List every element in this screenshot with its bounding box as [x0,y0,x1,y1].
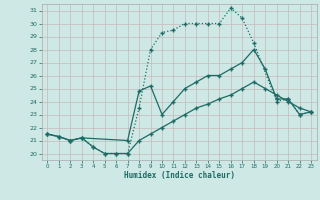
X-axis label: Humidex (Indice chaleur): Humidex (Indice chaleur) [124,171,235,180]
